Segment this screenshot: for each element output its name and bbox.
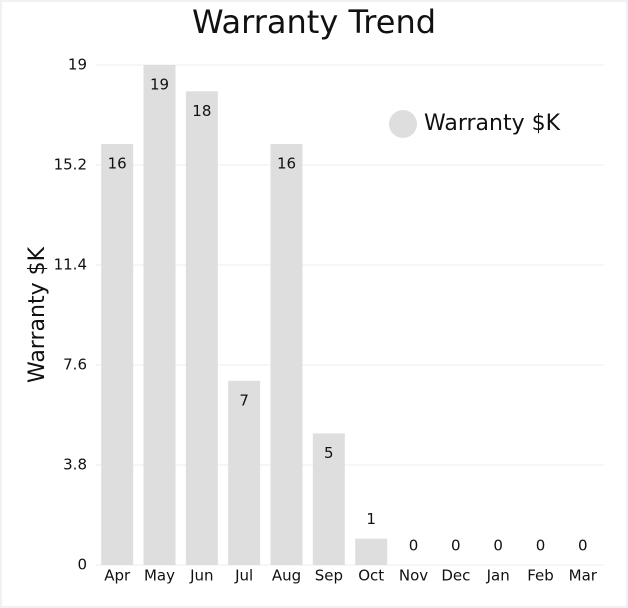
x-tick-label: Apr xyxy=(104,567,131,585)
bar xyxy=(355,538,388,565)
legend-swatch xyxy=(389,110,417,138)
y-tick-label: 19 xyxy=(68,56,87,74)
y-tick-label: 7.6 xyxy=(63,356,87,374)
x-tick-label: Jun xyxy=(189,567,213,585)
data-label: 18 xyxy=(192,102,211,120)
bar xyxy=(270,143,303,565)
data-label: 5 xyxy=(324,444,334,462)
x-tick-label: Jul xyxy=(234,567,253,585)
data-label: 1 xyxy=(366,510,376,528)
data-label: 0 xyxy=(493,537,503,555)
bar xyxy=(185,91,218,565)
x-tick-label: Dec xyxy=(441,567,470,585)
bar xyxy=(101,143,134,565)
data-label: 0 xyxy=(409,537,419,555)
x-tick-label: Nov xyxy=(399,567,428,585)
y-tick-label: 0 xyxy=(77,556,87,574)
bar xyxy=(312,433,345,565)
y-axis-label: Warranty $K xyxy=(25,246,50,383)
chart-title: Warranty Trend xyxy=(192,3,436,41)
data-label: 16 xyxy=(277,154,296,172)
y-tick-label: 15.2 xyxy=(54,156,87,174)
data-label: 0 xyxy=(451,537,461,555)
data-label: 7 xyxy=(239,391,249,409)
data-label: 0 xyxy=(536,537,546,555)
bar xyxy=(143,65,176,565)
data-label: 16 xyxy=(108,154,127,172)
data-label: 0 xyxy=(578,537,588,555)
y-tick-label: 3.8 xyxy=(63,456,87,474)
x-tick-label: Aug xyxy=(272,567,301,585)
x-tick-label: Feb xyxy=(527,567,554,585)
y-tick-label: 11.4 xyxy=(54,256,87,274)
x-tick-label: Sep xyxy=(315,567,343,585)
data-label: 19 xyxy=(150,76,169,94)
x-tick-label: Jan xyxy=(486,567,510,585)
x-tick-label: May xyxy=(144,567,175,585)
legend-label: Warranty $K xyxy=(424,111,561,136)
x-tick-label: Mar xyxy=(569,567,598,585)
bar xyxy=(228,380,261,565)
x-tick-label: Oct xyxy=(358,567,384,585)
